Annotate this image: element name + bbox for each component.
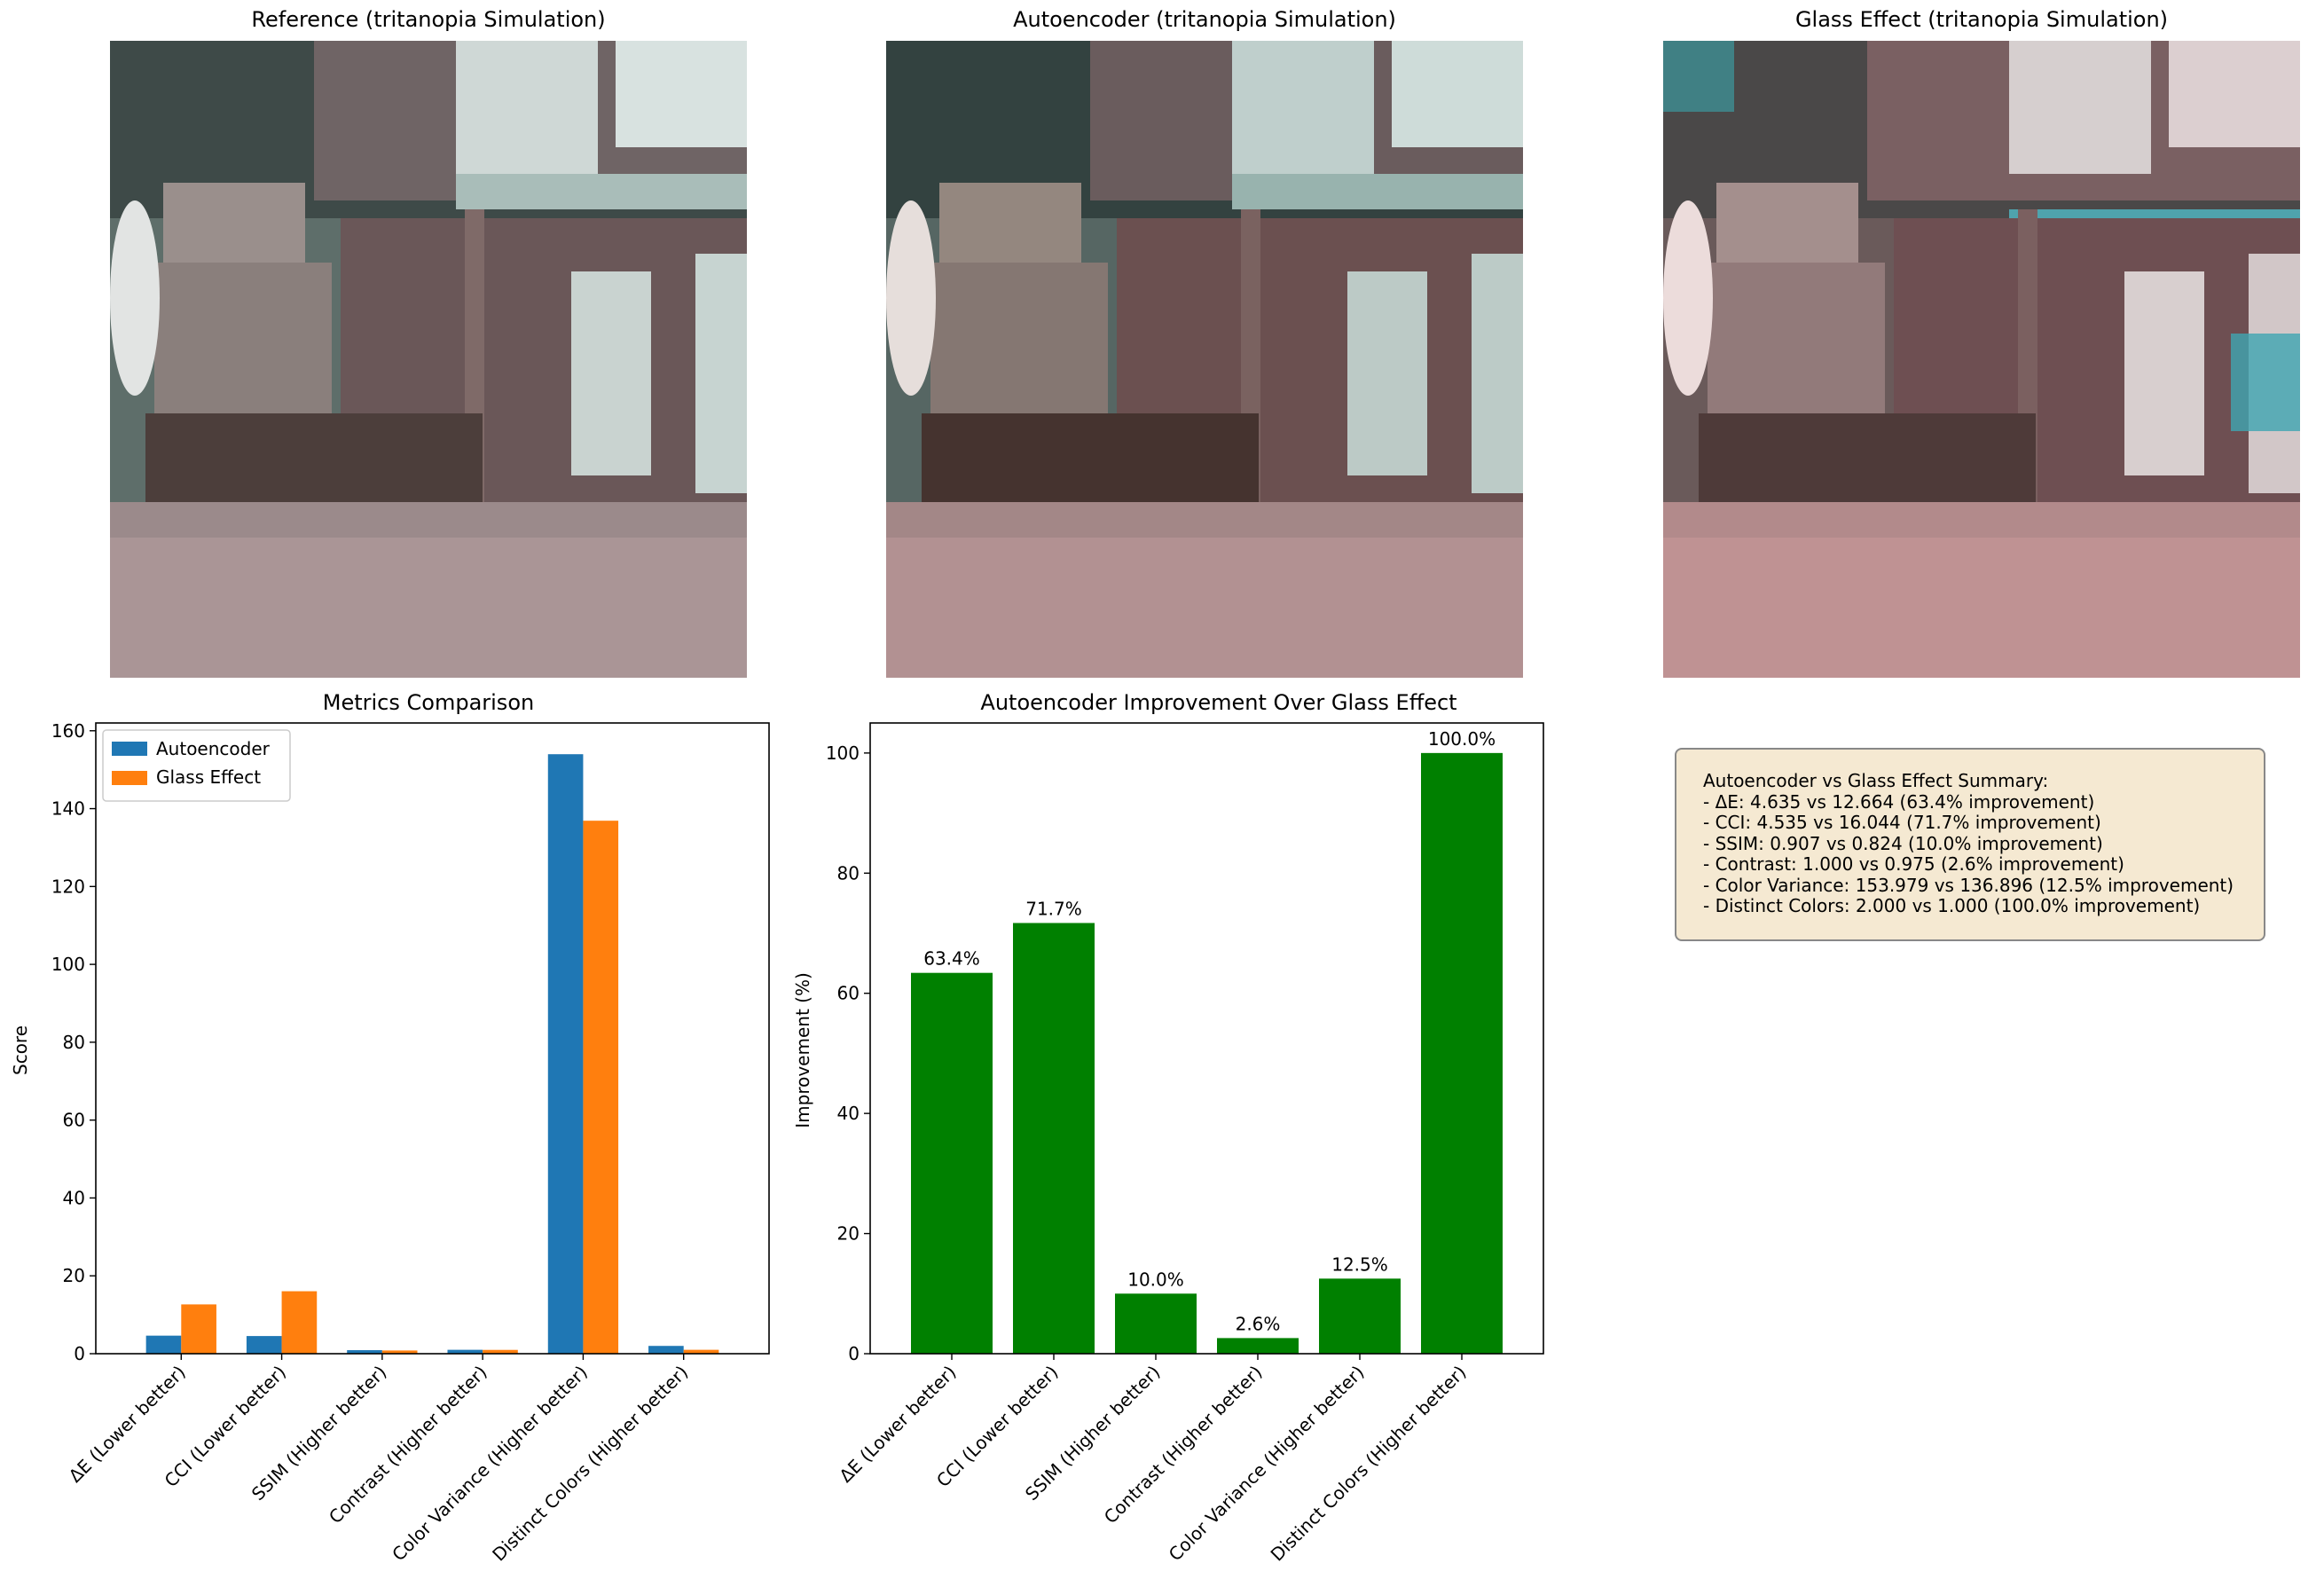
bar-improvement-ssim-higher-better: [1115, 1293, 1197, 1354]
data-label: 2.6%: [1236, 1313, 1281, 1334]
y-tick-label: 140: [51, 798, 85, 820]
bar-glass-effect-contrast-higher-better: [483, 1349, 518, 1354]
data-label: 71.7%: [1025, 898, 1082, 919]
summary-line: Autoencoder vs Glass Effect Summary:: [1703, 770, 2049, 791]
y-tick-label: 160: [51, 720, 85, 742]
y-tick-label: 40: [63, 1187, 85, 1208]
x-tick-label: Color Variance (Higher better): [388, 1362, 592, 1566]
legend-swatch-glass-effect: [112, 771, 147, 785]
summary-line: - Color Variance: 153.979 vs 136.896 (12…: [1703, 874, 2234, 896]
bar-glass-effect-color-variance-higher-better: [583, 821, 619, 1354]
data-label: 63.4%: [923, 948, 980, 970]
improvement-chart-title: Autoencoder Improvement Over Glass Effec…: [980, 690, 1456, 715]
bar-glass-effect-e-lower-better: [181, 1304, 216, 1354]
y-tick-label: 100: [826, 742, 860, 764]
autoencoder-title: Autoencoder (tritanopia Simulation): [1013, 7, 1396, 32]
y-tick-label: 100: [51, 954, 85, 975]
autoencoder-image: [886, 41, 1523, 678]
y-tick-label: 60: [837, 983, 860, 1004]
y-tick-label: 60: [63, 1110, 85, 1131]
summary-line: - Contrast: 1.000 vs 0.975 (2.6% improve…: [1703, 853, 2124, 875]
bar-autoencoder-color-variance-higher-better: [547, 754, 584, 1354]
metrics-chart-legend: Autoencoder Glass Effect: [102, 729, 291, 802]
y-tick-label: 40: [837, 1103, 860, 1124]
y-tick-label: 0: [848, 1343, 860, 1364]
x-tick-label: Color Variance (Higher better): [1165, 1362, 1369, 1566]
y-tick-label: 20: [63, 1265, 85, 1286]
bar-improvement-distinct-colors-higher-better: [1421, 752, 1503, 1354]
bar-glass-effect-cci-lower-better: [281, 1291, 318, 1354]
x-tick-label: Distinct Colors (Higher better): [1267, 1362, 1471, 1566]
metrics-chart-ylabel: Score: [10, 1025, 31, 1075]
bar-improvement-contrast-higher-better: [1217, 1338, 1299, 1354]
glass-effect-image: [1663, 41, 2300, 678]
bar-glass-effect-distinct-colors-higher-better: [683, 1349, 719, 1354]
bar-autoencoder-cci-lower-better: [246, 1336, 282, 1354]
y-tick-label: 80: [837, 862, 860, 884]
legend-swatch-autoencoder: [112, 742, 147, 756]
y-tick-label: 20: [837, 1223, 860, 1245]
summary-line: - Distinct Colors: 2.000 vs 1.000 (100.0…: [1703, 895, 2201, 916]
improvement-chart: Autoencoder Improvement Over Glass Effec…: [792, 690, 1544, 1566]
bar-autoencoder-distinct-colors-higher-better: [648, 1346, 684, 1354]
improvement-chart-axes: [869, 722, 1544, 1355]
legend-label-autoencoder: Autoencoder: [156, 738, 271, 759]
y-tick-label: 80: [63, 1032, 85, 1053]
y-tick-label: 120: [51, 876, 85, 897]
bar-autoencoder-contrast-higher-better: [447, 1349, 483, 1354]
data-label: 12.5%: [1331, 1253, 1388, 1275]
data-label: 100.0%: [1428, 728, 1496, 750]
bar-autoencoder-ssim-higher-better: [347, 1350, 382, 1354]
legend-label-glass-effect: Glass Effect: [156, 766, 261, 788]
bar-improvement-color-variance-higher-better: [1319, 1278, 1401, 1354]
metrics-chart-title: Metrics Comparison: [323, 690, 534, 715]
glass-effect-title: Glass Effect (tritanopia Simulation): [1794, 7, 2169, 32]
bar-autoencoder-e-lower-better: [145, 1335, 182, 1354]
bar-glass-effect-ssim-higher-better: [381, 1350, 418, 1354]
bar-improvement-e-lower-better: [911, 972, 993, 1354]
bar-improvement-cci-lower-better: [1013, 923, 1095, 1354]
x-tick-label: Distinct Colors (Higher better): [488, 1362, 692, 1566]
summary-line: - ΔE: 4.635 vs 12.664 (63.4% improvement…: [1703, 790, 2095, 813]
reference-image: [110, 41, 747, 678]
data-label: 10.0%: [1127, 1269, 1184, 1290]
summary-box: Autoencoder vs Glass Effect Summary: - ΔE…: [1675, 748, 2265, 941]
summary-line: - SSIM: 0.907 vs 0.824 (10.0% improvemen…: [1703, 832, 2103, 854]
y-tick-label: 0: [74, 1343, 85, 1364]
summary-line: - CCI: 4.535 vs 16.044 (71.7% improvemen…: [1703, 812, 2101, 833]
reference-title: Reference (tritanopia Simulation): [251, 7, 606, 32]
metrics-comparison-chart: Metrics Comparison Score 0 20 40 60 80 100 120…: [10, 690, 770, 1566]
metrics-chart-axes: [95, 722, 770, 1355]
improvement-chart-ylabel: Improvement (%): [792, 972, 813, 1128]
